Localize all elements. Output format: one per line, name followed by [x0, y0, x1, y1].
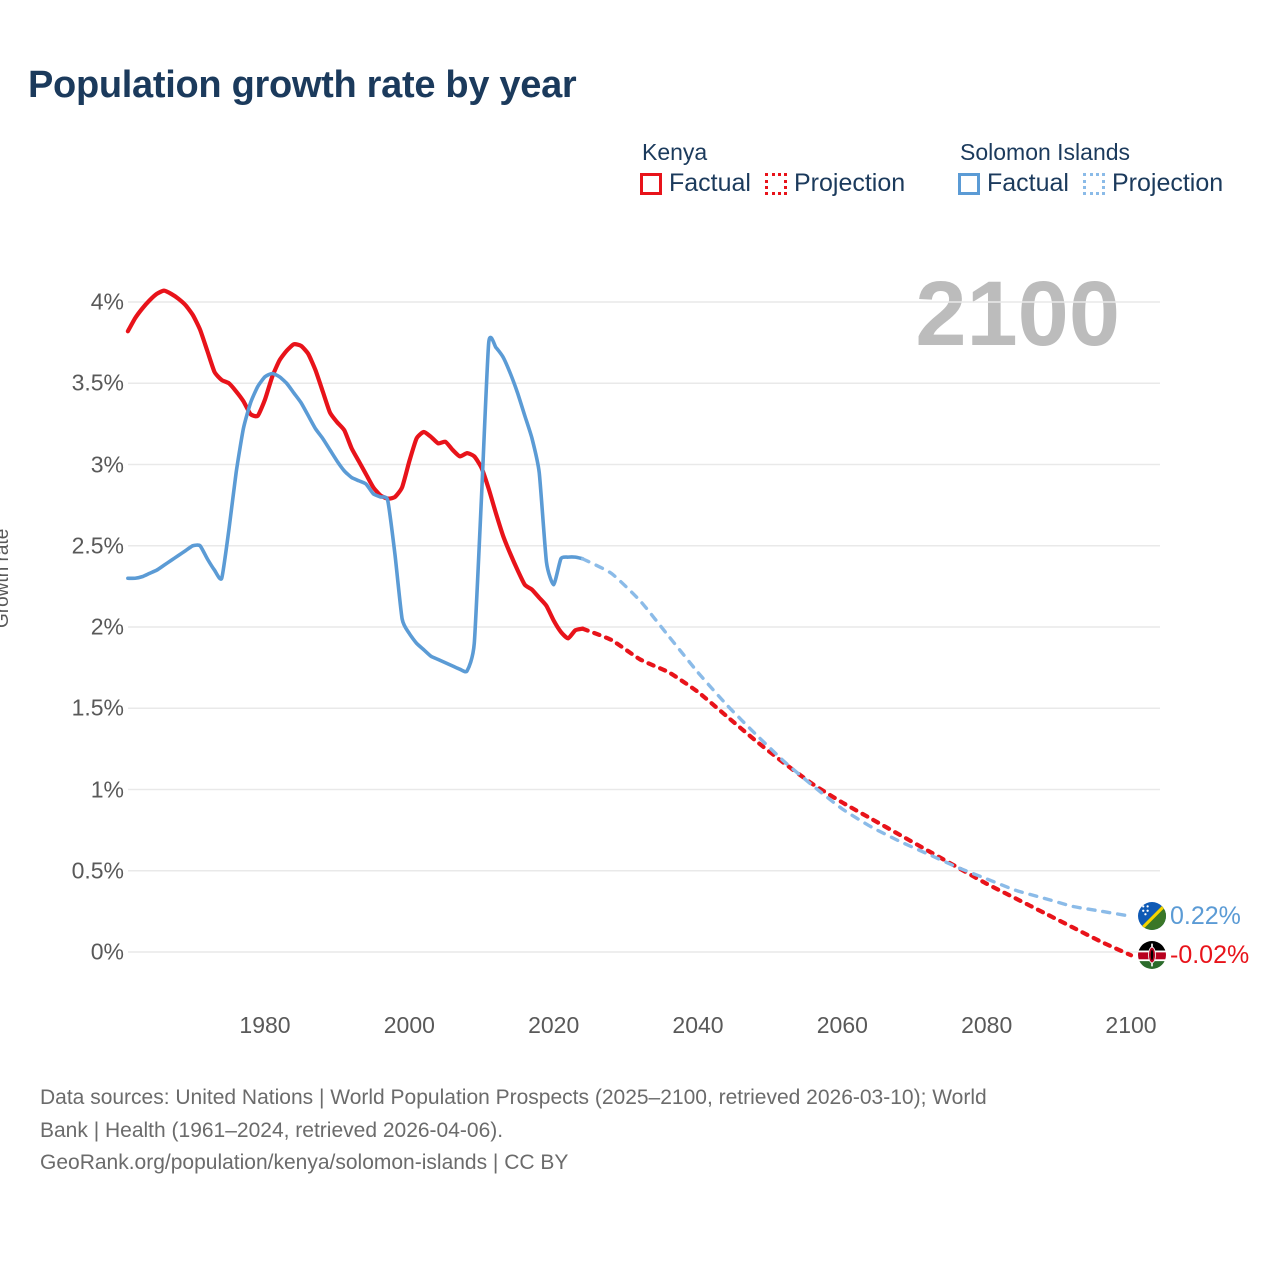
legend-country-label: Kenya	[642, 139, 708, 165]
y-axis-tick-label: 3%	[90, 451, 124, 477]
legend-item-kenya-factual[interactable]: Factual	[640, 171, 751, 196]
legend-swatch-dotted-icon	[764, 172, 787, 195]
series-line-factual-solomon-islands	[126, 335, 585, 674]
legend-swatch-dotted-icon	[1082, 172, 1105, 195]
series-line-projection-solomon-islands	[580, 557, 1133, 918]
y-axis-tick-label: 1.5%	[71, 694, 124, 721]
legend-item-label: Factual	[669, 169, 751, 198]
series-line-projection-kenya	[580, 626, 1134, 958]
end-label-value: 0.22%	[1170, 901, 1241, 930]
legend: Kenya Factual Projection Solomon Islands…	[640, 139, 1252, 198]
series-line-factual-kenya	[125, 288, 585, 641]
y-axis-tick-label: 0.5%	[71, 857, 124, 884]
watermark-year: 2100	[915, 263, 1120, 365]
x-axis-tick-label: 2040	[672, 1012, 724, 1038]
x-axis-tick-label: 2080	[961, 1012, 1013, 1038]
footer: Data sources: United Nations | World Pop…	[40, 1082, 1240, 1180]
legend-group-solomon-islands: Solomon Islands Factual Projection	[958, 139, 1252, 198]
end-label-kenya[interactable]: -0.02%	[1138, 940, 1250, 970]
y-axis-tick-label: 3.5%	[71, 369, 124, 396]
y-axis-tick-label: 1%	[90, 776, 124, 802]
y-axis-tick-label: 2%	[90, 613, 124, 640]
x-axis-tick-label: 2020	[528, 1012, 580, 1038]
y-axis-tick-label: 2.5%	[71, 532, 124, 559]
legend-item-kenya-projection[interactable]: Projection	[764, 169, 906, 198]
legend-item-label: Projection	[793, 169, 906, 198]
footer-sources-line1: Data sources: United Nations | World Pop…	[40, 1086, 987, 1109]
legend-group-kenya: Kenya Factual Projection	[640, 139, 958, 198]
legend-item-label: Factual	[987, 169, 1069, 198]
legend-swatch-solid-icon	[640, 172, 662, 195]
legend-swatch-solid-icon	[958, 172, 980, 195]
legend-item-label: Projection	[1111, 169, 1224, 198]
legend-item-solomon-factual[interactable]: Factual	[958, 171, 1069, 196]
x-axis-tick-label: 2100	[1105, 1012, 1157, 1038]
y-axis-title: Growth rate	[0, 528, 13, 628]
end-label-value: -0.02%	[1170, 940, 1250, 969]
page-title: Population growth rate by year	[28, 64, 577, 106]
kenya-flag-icon	[1138, 941, 1166, 970]
legend-item-solomon-projection[interactable]: Projection	[1082, 169, 1224, 198]
solomon-islands-flag-icon	[1138, 902, 1166, 931]
x-axis-tick-label: 2000	[383, 1012, 435, 1038]
x-axis-tick-label: 2060	[816, 1012, 868, 1038]
legend-country-label: Solomon Islands	[960, 139, 1131, 165]
end-label-solomon-islands[interactable]: 0.22%	[1138, 901, 1241, 931]
footer-attribution[interactable]: GeoRank.org/population/kenya/solomon-isl…	[40, 1151, 569, 1175]
x-axis-tick-label: 1980	[239, 1012, 291, 1038]
footer-sources-line2: Bank | Health (1961–2024, retrieved 2026…	[40, 1118, 504, 1142]
y-axis-tick-label: 4%	[90, 288, 124, 315]
y-axis-tick-label: 0%	[90, 938, 124, 965]
y-axis-ticks: 0% 0.5% 1% 1.5% 2% 2.5% 3% 3.5% 4%	[0, 0, 124, 1000]
